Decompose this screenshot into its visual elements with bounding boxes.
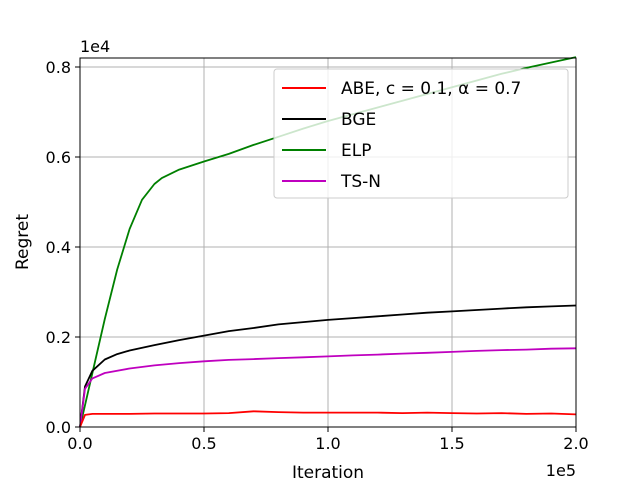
series-line-abe <box>79 410 577 428</box>
y-axis-multiplier: 1e4 <box>80 37 110 56</box>
y-axis-ticks: 0.0 0.2 0.4 0.6 0.8 <box>46 58 80 437</box>
legend-box <box>273 68 569 199</box>
x-axis-label: Iteration <box>292 463 364 480</box>
x-tick-label: 1.0 <box>315 434 340 453</box>
y-axis-label: Regret <box>13 214 33 270</box>
series-line-ts-n <box>79 347 577 428</box>
y-tick-label: 0.6 <box>46 148 71 167</box>
x-tick-label: 0.5 <box>191 434 216 453</box>
legend-entry: ELP <box>341 141 371 161</box>
y-tick-label: 0.8 <box>46 58 71 77</box>
legend-entry: TS-N <box>340 172 381 192</box>
legend: ABE, c = 0.1, α = 0.7 BGE ELP TS-N <box>273 68 569 199</box>
x-tick-label: 0.0 <box>67 434 92 453</box>
legend-entry: ABE, c = 0.1, α = 0.7 <box>341 79 521 99</box>
y-tick-label: 0.4 <box>46 238 71 257</box>
y-tick-label: 0.0 <box>46 418 71 437</box>
x-axis-ticks: 0.0 0.5 1.0 1.5 2.0 <box>67 427 589 453</box>
x-tick-label: 1.5 <box>439 434 464 453</box>
legend-entry: BGE <box>341 110 376 130</box>
x-tick-label: 2.0 <box>563 434 588 453</box>
series-line-bge <box>79 304 577 428</box>
x-axis-multiplier: 1e5 <box>546 461 576 480</box>
y-tick-label: 0.2 <box>46 328 71 347</box>
